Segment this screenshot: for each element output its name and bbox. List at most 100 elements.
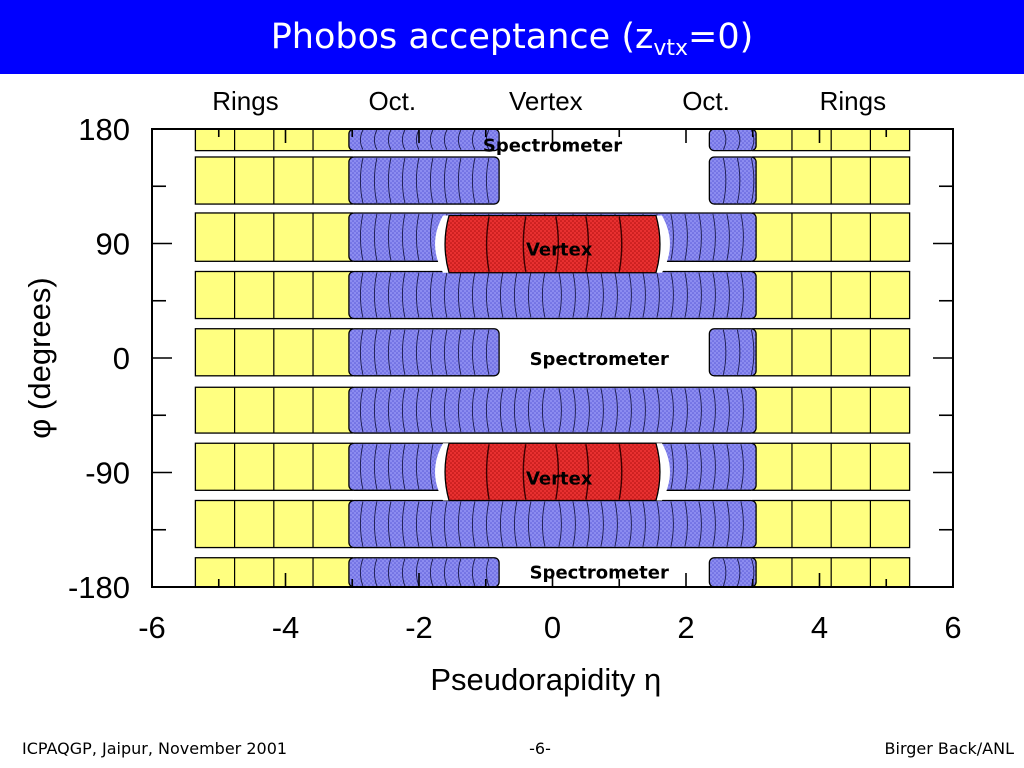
octagon-pad-divider	[471, 129, 476, 150]
octagon-pad-divider	[457, 129, 462, 150]
footer-conference: ICPAQGP, Jaipur, November 2001	[22, 739, 288, 758]
octagon-pad-divider	[722, 157, 727, 204]
vertex-pad-divider	[555, 444, 560, 500]
octagon-pad-divider	[401, 444, 406, 490]
octagon-pad-divider	[415, 272, 420, 318]
octagon-pad-divider	[373, 501, 378, 547]
octagon-pad-divider	[429, 388, 434, 433]
octagon-pad-divider	[499, 501, 504, 547]
octagon-pad-divider	[373, 157, 378, 204]
octagon-pad-divider	[726, 444, 730, 490]
octagon-pad-divider	[513, 272, 518, 318]
octagon-pad-divider	[736, 157, 741, 204]
octagon-pad-divider	[429, 329, 434, 375]
x-tick-label: 0	[544, 610, 561, 645]
octagon-pad-divider	[471, 272, 476, 318]
octagon-pad-divider	[359, 501, 364, 547]
octagon-pad-divider	[684, 501, 688, 547]
octagon-pad-divider	[750, 329, 755, 375]
octagon-pad-divider	[485, 558, 490, 587]
octagon-pad-divider	[429, 558, 434, 587]
octagon-pad-divider	[684, 444, 688, 490]
octagon-pad-divider	[415, 444, 420, 490]
octagon-pad-divider	[541, 272, 546, 318]
octagon-pad-divider	[670, 501, 674, 547]
octagon-pad-divider	[684, 213, 688, 261]
octagon-pad-divider	[572, 272, 576, 318]
octagon-pad-divider	[527, 501, 532, 547]
octagon-pad-divider	[726, 272, 730, 318]
octagon-pad-divider	[642, 272, 646, 318]
octagon-pad-divider	[387, 558, 392, 587]
octagon-pad-divider	[401, 501, 406, 547]
octagon-pad-divider	[359, 157, 364, 204]
vertex-pad-divider	[522, 444, 527, 500]
octagon-pad-divider	[670, 388, 674, 433]
x-axis-label: Pseudorapidity η	[430, 662, 661, 697]
region-label: Rings	[212, 86, 278, 116]
octagon-pad-divider	[572, 501, 576, 547]
octagon-pad-divider	[712, 444, 716, 490]
vertex-pad-divider	[585, 216, 590, 272]
octagon-pad-divider	[740, 388, 744, 433]
octagon-pad-divider	[429, 272, 434, 318]
octagon-pad-divider	[600, 501, 604, 547]
detector-annotation: Vertex	[526, 469, 593, 490]
octagon-band	[708, 328, 757, 377]
octagon-pad-divider	[684, 388, 688, 433]
octagon-pad-divider	[485, 388, 490, 433]
octagon-pad-divider	[712, 501, 716, 547]
octagon-pad-divider	[429, 213, 434, 261]
octagon-pad-divider	[373, 213, 378, 261]
octagon-pad-divider	[485, 272, 490, 318]
octagon-pad-divider	[740, 444, 744, 490]
rings-detector-layer	[194, 128, 911, 588]
x-tick-label: 2	[677, 610, 694, 645]
octagon-pad-divider	[586, 501, 590, 547]
octagon-pad-divider	[586, 272, 590, 318]
octagon-pad-divider	[443, 272, 448, 318]
octagon-pad-divider	[359, 444, 364, 490]
octagon-pad-divider	[401, 157, 406, 204]
octagon-pad-divider	[471, 388, 476, 433]
octagon-pad-divider	[642, 501, 646, 547]
octagon-band	[708, 557, 757, 588]
octagon-pad-divider	[457, 388, 462, 433]
octagon-pad-divider	[740, 272, 744, 318]
octagon-pad-divider	[401, 129, 406, 150]
octagon-pad-divider	[698, 501, 702, 547]
footer-author: Birger Back/ANL	[884, 739, 1014, 758]
detector-annotation: Spectrometer	[530, 563, 669, 584]
octagon-pad-divider	[527, 388, 532, 433]
region-label: Rings	[820, 86, 886, 116]
octagon-pad-divider	[614, 272, 618, 318]
region-label: Vertex	[509, 86, 583, 116]
octagon-pad-divider	[457, 157, 462, 204]
octagon-pad-divider	[485, 329, 490, 375]
x-tick-label: -6	[138, 610, 166, 645]
octagon-pad-divider	[600, 272, 604, 318]
vertex-pad-divider	[618, 216, 623, 272]
octagon-pad-divider	[457, 501, 462, 547]
vertex-band	[444, 214, 661, 274]
y-tick-label: 0	[113, 341, 130, 376]
vertex-pad-divider	[618, 444, 623, 500]
region-label: Oct.	[682, 86, 730, 116]
y-tick-label: 180	[78, 112, 130, 147]
detector-annotation: Spectrometer	[530, 349, 669, 370]
octagon-pad-divider	[429, 444, 434, 490]
octagon-pad-divider	[736, 329, 741, 375]
octagon-pad-divider	[628, 272, 632, 318]
octagon-pad-divider	[373, 129, 378, 150]
octagon-pad-divider	[457, 558, 462, 587]
octagon-pad-divider	[726, 388, 730, 433]
octagon-band	[348, 557, 500, 588]
octagon-pad-divider	[558, 388, 562, 433]
octagon-pad-divider	[471, 329, 476, 375]
octagon-pad-divider	[740, 213, 744, 261]
octagon-pad-divider	[387, 388, 392, 433]
octagon-pad-divider	[443, 129, 448, 150]
octagon-pad-divider	[387, 157, 392, 204]
octagon-pad-divider	[471, 558, 476, 587]
detector-annotation: Spectrometer	[483, 135, 622, 156]
